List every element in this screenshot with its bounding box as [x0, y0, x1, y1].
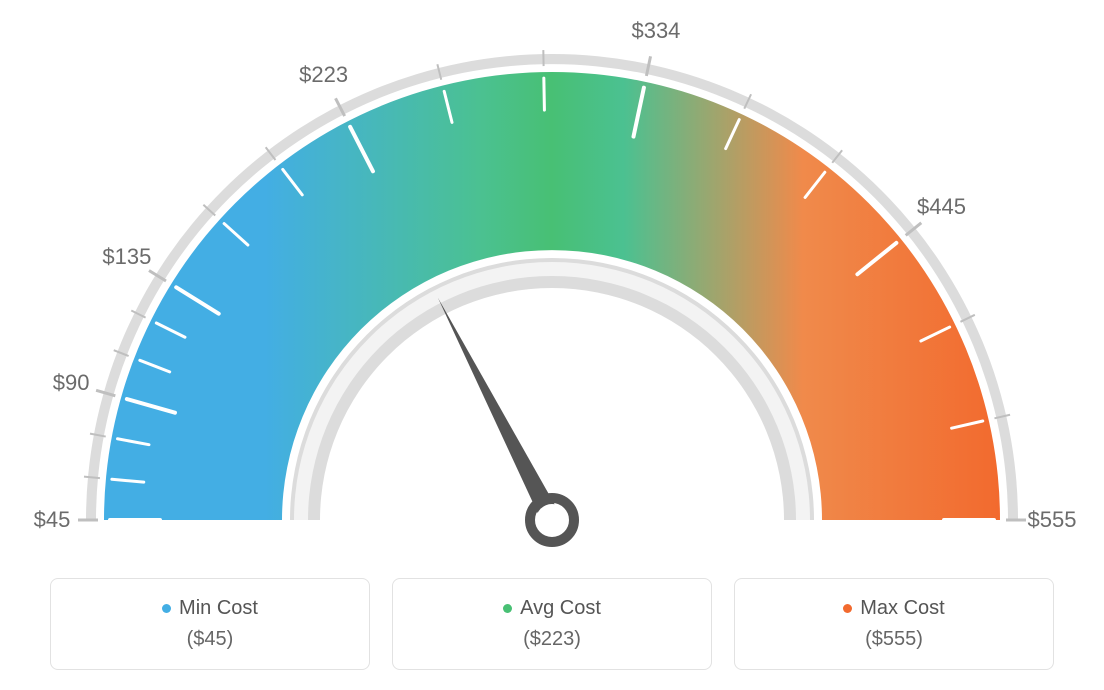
- legend-row: Min Cost ($45) Avg Cost ($223) Max Cost …: [0, 578, 1104, 670]
- scale-label: $445: [917, 194, 966, 220]
- legend-card-max: Max Cost ($555): [734, 578, 1054, 670]
- gauge-area: $45 $90 $135 $223 $334 $445 $555: [0, 0, 1104, 560]
- legend-title-max-text: Max Cost: [860, 597, 944, 620]
- legend-title-avg: Avg Cost: [503, 597, 601, 620]
- legend-title-min: Min Cost: [162, 597, 258, 620]
- legend-value-min: ($45): [187, 628, 234, 651]
- scale-label: $45: [34, 507, 71, 533]
- scale-label: $334: [631, 18, 680, 44]
- legend-dot-min: [162, 604, 171, 613]
- legend-value-avg: ($223): [523, 628, 581, 651]
- scale-label: $135: [102, 244, 151, 270]
- legend-value-max: ($555): [865, 628, 923, 651]
- scale-label: $555: [1028, 507, 1077, 533]
- legend-title-min-text: Min Cost: [179, 597, 258, 620]
- scale-label: $223: [299, 62, 348, 88]
- legend-dot-avg: [503, 604, 512, 613]
- legend-card-min: Min Cost ($45): [50, 578, 370, 670]
- legend-title-max: Max Cost: [843, 597, 944, 620]
- legend-dot-max: [843, 604, 852, 613]
- scale-label: $90: [53, 370, 90, 396]
- gauge-svg: [0, 0, 1104, 560]
- legend-title-avg-text: Avg Cost: [520, 597, 601, 620]
- chart-container: $45 $90 $135 $223 $334 $445 $555 Min Cost ($45…: [0, 0, 1104, 690]
- legend-card-avg: Avg Cost ($223): [392, 578, 712, 670]
